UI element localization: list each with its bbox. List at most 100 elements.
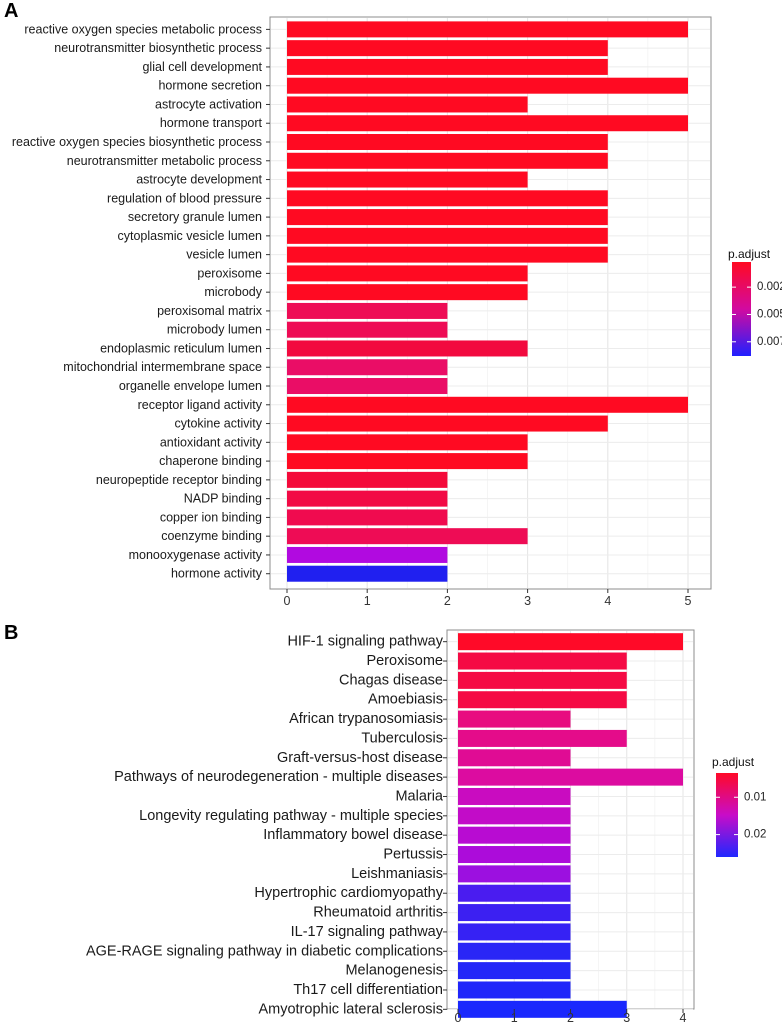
bar [287,40,608,57]
bar [287,152,608,169]
bar [287,265,528,282]
x-tick-label: 4 [680,1011,687,1025]
bar [458,729,627,747]
legend: p.adjust 0.01 0.02 [712,755,766,857]
bar [287,284,528,301]
bar [287,190,608,207]
x-tick-label: 4 [604,594,611,608]
category-label: African trypanosomiasis [289,711,443,727]
bar [287,227,608,244]
bar [287,546,448,563]
bar [458,1000,627,1018]
category-label: Hypertrophic cardiomyopathy [254,885,443,901]
category-label: Tuberculosis [361,730,443,746]
category-label: antioxidant activity [160,435,263,449]
bar [287,490,448,507]
bar [458,749,571,767]
legend-colorbar [732,262,751,356]
category-label: HIF-1 signaling pathway [287,634,443,650]
category-label: Pertussis [383,847,443,863]
category-label: Amyotrophic lateral sclerosis [258,1001,443,1017]
legend-tick-label: 0.0050 [757,308,782,320]
bar [287,340,528,357]
bar [287,453,528,470]
bar [287,115,688,132]
panel-b: B HIF-1 signaling pathway Peroxisome Chagas… [4,622,766,1025]
category-label: Chagas disease [339,672,443,688]
bar [287,396,688,413]
bar [458,671,627,689]
legend-colorbar [716,773,738,857]
bar [458,846,571,864]
bar [458,652,627,670]
category-label: reactive oxygen species biosynthetic pro… [12,135,262,149]
bar [287,359,448,376]
category-label: neuropeptide receptor binding [96,473,262,487]
bar [287,21,688,38]
x-tick-label: 0 [455,1011,462,1025]
category-label: hormone activity [171,567,263,581]
category-label: Pathways of neurodegeneration - multiple… [114,769,443,785]
category-label: astrocyte activation [155,97,262,111]
bar [458,691,627,709]
category-label: Longevity regulating pathway - multiple … [139,808,443,824]
category-label: endoplasmic reticulum lumen [100,341,262,355]
panel-letter: B [4,622,18,644]
bar [458,981,571,999]
bar [287,77,688,94]
category-label: glial cell development [142,60,262,74]
bar [287,321,448,338]
category-label: Leishmaniasis [351,866,443,882]
bar [287,415,608,432]
category-label: Peroxisome [366,653,443,669]
category-label: receptor ligand activity [138,398,263,412]
bar [458,768,683,786]
x-tick-label: 0 [284,594,291,608]
category-label: cytoplasmic vesicle lumen [118,229,263,243]
x-tick-label: 5 [685,594,692,608]
category-label: chaperone binding [159,454,262,468]
bar [458,904,571,922]
bar [458,865,571,883]
category-label: mitochondrial intermembrane space [63,360,262,374]
category-label: microbody [204,285,262,299]
category-label: vesicle lumen [186,248,262,262]
category-label: neurotransmitter biosynthetic process [54,41,262,55]
category-label: cytokine activity [174,417,262,431]
x-tick-label: 2 [444,594,451,608]
bar [287,378,448,395]
bar [287,302,448,319]
legend-title: p.adjust [712,755,755,769]
bar [287,134,608,151]
bar [287,58,608,75]
x-tick-label: 2 [567,1011,574,1025]
bar [458,710,571,728]
category-label: coenzyme binding [161,529,262,543]
panel-letter: A [4,0,18,22]
bar [287,434,528,451]
category-label: AGE-RAGE signaling pathway in diabetic c… [86,943,443,959]
category-label: peroxisome [197,266,262,280]
category-label: microbody lumen [167,323,262,337]
category-label: copper ion binding [160,510,262,524]
category-label: Malaria [395,788,443,804]
x-tick-label: 1 [511,1011,518,1025]
bar [458,633,683,651]
bar [458,807,571,825]
x-tick-label: 3 [623,1011,630,1025]
category-label: astrocyte development [136,173,262,187]
bar [458,942,571,960]
legend-tick-label: 0.0025 [757,281,782,293]
category-label: organelle envelope lumen [119,379,262,393]
bar [458,923,571,941]
category-label: Rheumatoid arthritis [313,905,443,921]
bar [287,509,448,526]
bar [287,528,528,545]
bar [458,787,571,805]
bar [287,171,528,188]
category-label: hormone transport [160,116,263,130]
category-label: IL-17 signaling pathway [291,924,444,940]
bar [287,471,448,488]
category-label: Inflammatory bowel disease [263,827,443,843]
